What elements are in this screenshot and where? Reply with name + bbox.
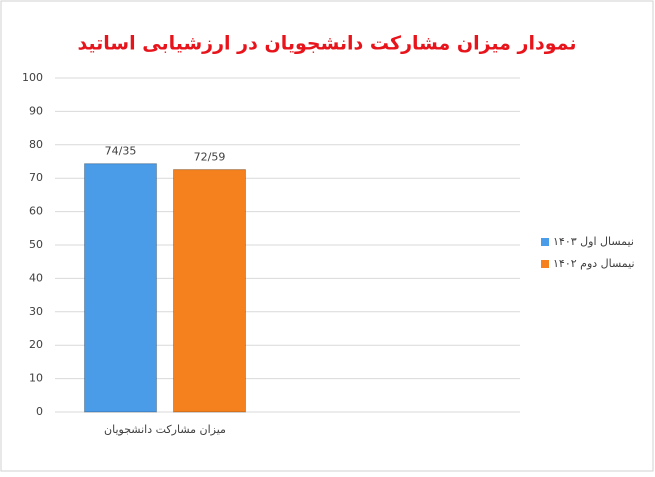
y-tick-label: 100 <box>22 71 43 84</box>
y-tick-label: 70 <box>29 171 43 184</box>
value-label: 74/35 <box>105 145 137 158</box>
y-tick-label: 10 <box>29 372 43 385</box>
x-tick-label: میزان مشارکت دانشجویان <box>104 423 226 436</box>
legend-label: نیمسال اول ۱۴۰۳ <box>553 235 634 248</box>
y-tick-label: 80 <box>29 138 43 151</box>
legend-label: نیمسال دوم ۱۴۰۲ <box>553 257 635 270</box>
y-tick-label: 20 <box>29 338 43 351</box>
y-tick-label: 30 <box>29 305 43 318</box>
legend-swatch <box>541 260 549 268</box>
y-tick-label: 50 <box>29 238 43 251</box>
bar <box>173 169 246 413</box>
chart-title: نمودار میزان مشارکت دانشجویان در ارزشیاب… <box>77 33 576 55</box>
y-tick-label: 0 <box>36 405 43 418</box>
y-tick-label: 90 <box>29 104 43 117</box>
y-tick-label: 60 <box>29 205 43 218</box>
legend-swatch <box>541 238 549 246</box>
value-label: 72/59 <box>194 151 226 164</box>
y-tick-label: 40 <box>29 271 43 284</box>
bar <box>84 163 157 413</box>
